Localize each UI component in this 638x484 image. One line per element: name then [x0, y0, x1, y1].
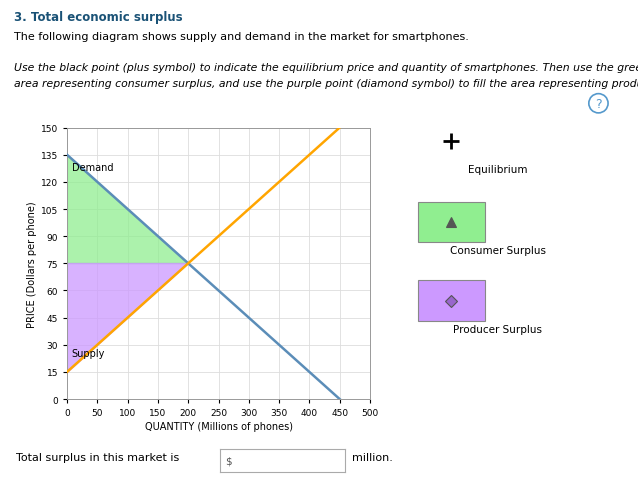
- Bar: [418, 281, 485, 321]
- X-axis label: QUANTITY (Millions of phones): QUANTITY (Millions of phones): [145, 422, 292, 431]
- Text: Total surplus in this market is: Total surplus in this market is: [16, 453, 179, 462]
- Text: Producer Surplus: Producer Surplus: [453, 324, 542, 334]
- Text: Supply: Supply: [72, 348, 105, 359]
- Text: Consumer Surplus: Consumer Surplus: [450, 246, 545, 256]
- Y-axis label: PRICE (Dollars per phone): PRICE (Dollars per phone): [27, 200, 36, 327]
- Text: Demand: Demand: [72, 163, 114, 173]
- Text: Use the black point (plus symbol) to indicate the equilibrium price and quantity: Use the black point (plus symbol) to ind…: [14, 63, 638, 73]
- Text: The following diagram shows supply and demand in the market for smartphones.: The following diagram shows supply and d…: [14, 31, 469, 42]
- Text: ?: ?: [595, 98, 602, 110]
- Polygon shape: [67, 264, 188, 372]
- Polygon shape: [67, 155, 188, 264]
- Text: Equilibrium: Equilibrium: [468, 165, 528, 175]
- Text: area representing consumer surplus, and use the purple point (diamond symbol) to: area representing consumer surplus, and …: [14, 78, 638, 89]
- Text: 3. Total economic surplus: 3. Total economic surplus: [14, 11, 182, 24]
- Text: $: $: [225, 455, 232, 465]
- Bar: [418, 202, 485, 243]
- Text: million.: million.: [352, 453, 393, 462]
